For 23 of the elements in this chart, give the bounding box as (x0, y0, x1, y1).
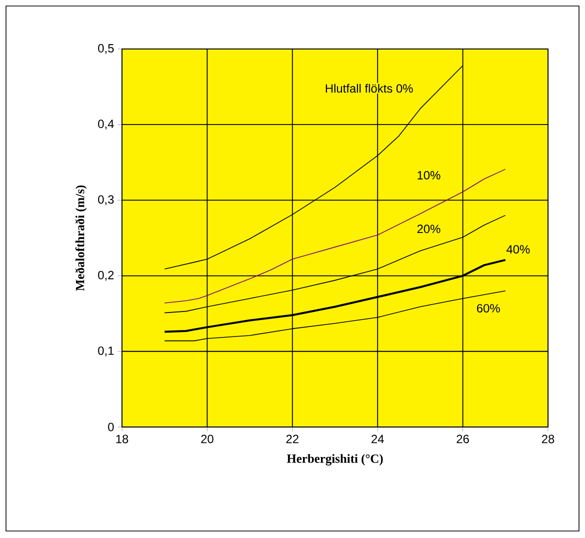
line-series (164, 168, 506, 304)
line-series (164, 214, 506, 314)
series-label: 20% (417, 224, 440, 234)
y-tick-label: 0,5 (98, 44, 114, 54)
x-tick-label: 26 (456, 434, 469, 444)
line-series (164, 65, 464, 270)
series-label: Hlutfall flökts 0% (326, 84, 413, 93)
series-label: 60% (477, 304, 500, 313)
series-label: 10% (418, 171, 440, 180)
y-tick-label: 0,1 (98, 346, 114, 356)
x-axis-title: Herbergishiti (°C) (286, 454, 383, 466)
y-tick-label: 0,3 (98, 195, 114, 206)
x-tick-label: 20 (201, 434, 214, 444)
x-tick-label: 18 (116, 434, 128, 444)
y-axis-title: Meðalofthraði (m/s) (75, 185, 87, 291)
y-tick-label: 0,2 (98, 270, 114, 281)
y-tick-label: 0 (108, 422, 114, 432)
line-series (164, 290, 506, 342)
x-tick-label: 24 (372, 434, 384, 444)
x-tick-label: 22 (286, 434, 298, 444)
x-tick-label: 28 (542, 434, 554, 444)
y-tick-label: 0,4 (98, 120, 114, 130)
series-label: 40% (506, 245, 530, 254)
